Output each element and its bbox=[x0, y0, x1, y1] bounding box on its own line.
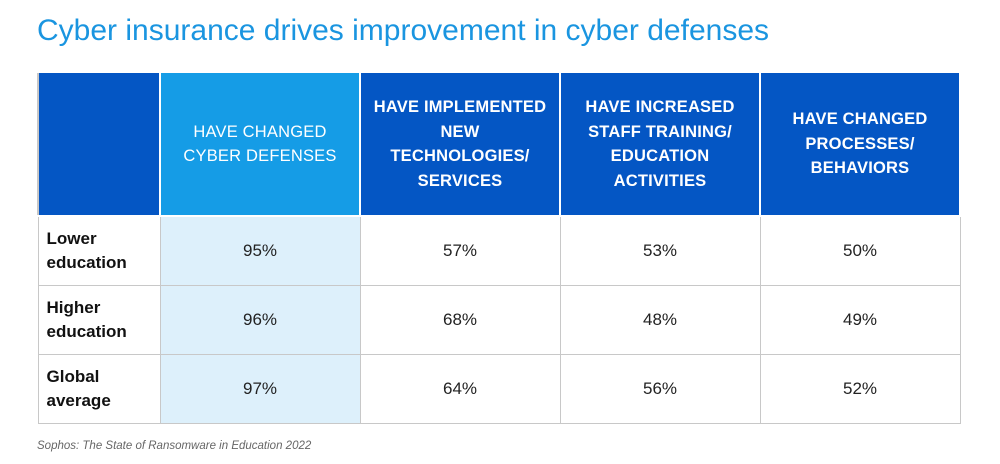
corner-cell bbox=[37, 71, 161, 217]
data-cell: 64% bbox=[359, 354, 561, 424]
data-cell: 68% bbox=[359, 285, 561, 355]
column-header-staff-training: HAVE INCREASED STAFF TRAINING/ EDUCATION… bbox=[559, 71, 761, 217]
data-cell: 57% bbox=[359, 215, 561, 286]
data-cell: 97% bbox=[159, 354, 361, 424]
data-cell: 48% bbox=[559, 285, 761, 355]
table-row: Global average 97% 64% 56% 52% bbox=[37, 354, 961, 424]
header-row: HAVE CHANGED CYBER DEFENSES HAVE IMPLEME… bbox=[37, 71, 961, 217]
table-row: Lower education 95% 57% 53% 50% bbox=[37, 215, 961, 286]
data-table: HAVE CHANGED CYBER DEFENSES HAVE IMPLEME… bbox=[37, 71, 961, 424]
data-cell: 96% bbox=[159, 285, 361, 355]
data-cell: 53% bbox=[559, 215, 761, 286]
row-label: Global average bbox=[37, 354, 161, 424]
column-header-new-technologies: HAVE IMPLEMENTED NEW TECHNOLOGIES/ SERVI… bbox=[359, 71, 561, 217]
column-header-changed-defenses: HAVE CHANGED CYBER DEFENSES bbox=[159, 71, 361, 217]
table-row: Higher education 96% 68% 48% 49% bbox=[37, 285, 961, 355]
data-cell: 56% bbox=[559, 354, 761, 424]
row-label: Higher education bbox=[37, 285, 161, 355]
row-label: Lower education bbox=[37, 215, 161, 286]
column-header-changed-processes: HAVE CHANGED PROCESSES/ BEHAVIORS bbox=[759, 71, 961, 217]
chart-title: Cyber insurance drives improvement in cy… bbox=[37, 14, 769, 47]
source-note: Sophos: The State of Ransomware in Educa… bbox=[37, 440, 312, 452]
data-cell: 49% bbox=[759, 285, 961, 355]
data-cell: 50% bbox=[759, 215, 961, 286]
data-cell: 52% bbox=[759, 354, 961, 424]
data-cell: 95% bbox=[159, 215, 361, 286]
